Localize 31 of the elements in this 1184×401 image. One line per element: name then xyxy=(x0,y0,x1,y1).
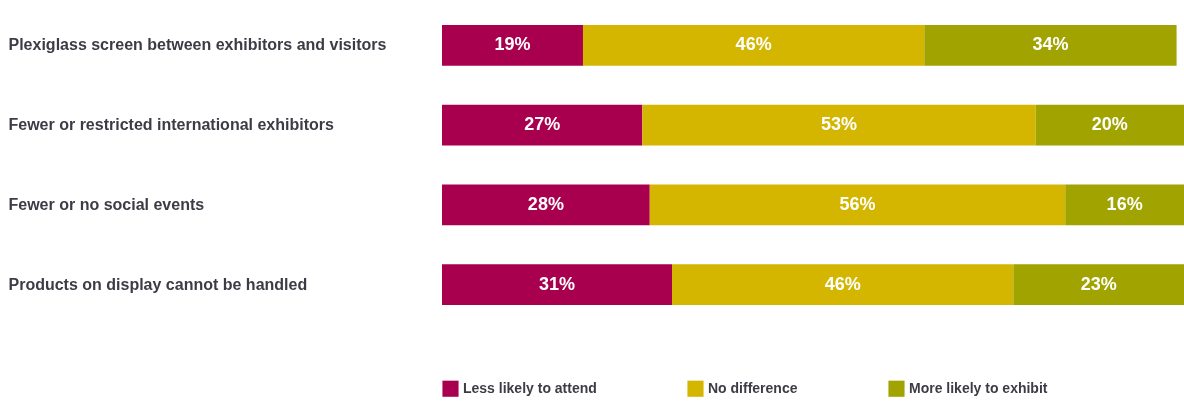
bar xyxy=(442,104,643,146)
bar xyxy=(442,184,650,226)
bar xyxy=(442,264,673,306)
bar xyxy=(642,104,1036,146)
y-tick-label: Plexiglass screen between exhibitors and visitors xyxy=(8,36,387,54)
data-label: 31% xyxy=(538,273,576,294)
data-label: 20% xyxy=(1091,114,1128,135)
data-label: 27% xyxy=(524,114,561,135)
data-label: 19% xyxy=(494,34,531,55)
bar xyxy=(1035,104,1184,146)
data-label: 28% xyxy=(527,193,564,214)
y-tick-label: Products on display cannot be handled xyxy=(8,275,308,293)
y-tick-label: Fewer or restricted international exhibitors xyxy=(8,116,335,134)
y-tick-label: Fewer or no social events xyxy=(8,195,205,213)
bar xyxy=(649,184,1066,226)
data-label: 46% xyxy=(824,273,861,294)
legend-label: No difference xyxy=(708,379,798,396)
data-label: 34% xyxy=(1032,34,1069,55)
bar xyxy=(582,24,925,66)
bar xyxy=(1013,264,1184,306)
data-label: 23% xyxy=(1080,273,1117,294)
legend-label: Less likely to attend xyxy=(463,379,597,396)
data-label: 56% xyxy=(839,193,876,214)
legend-label: More likely to exhibit xyxy=(909,379,1048,396)
bar xyxy=(442,24,583,66)
data-label: 16% xyxy=(1106,193,1143,214)
bar xyxy=(672,264,1014,306)
bar xyxy=(924,24,1177,66)
data-label: 53% xyxy=(820,114,857,135)
data-label: 46% xyxy=(735,34,772,55)
bar xyxy=(1065,184,1184,226)
